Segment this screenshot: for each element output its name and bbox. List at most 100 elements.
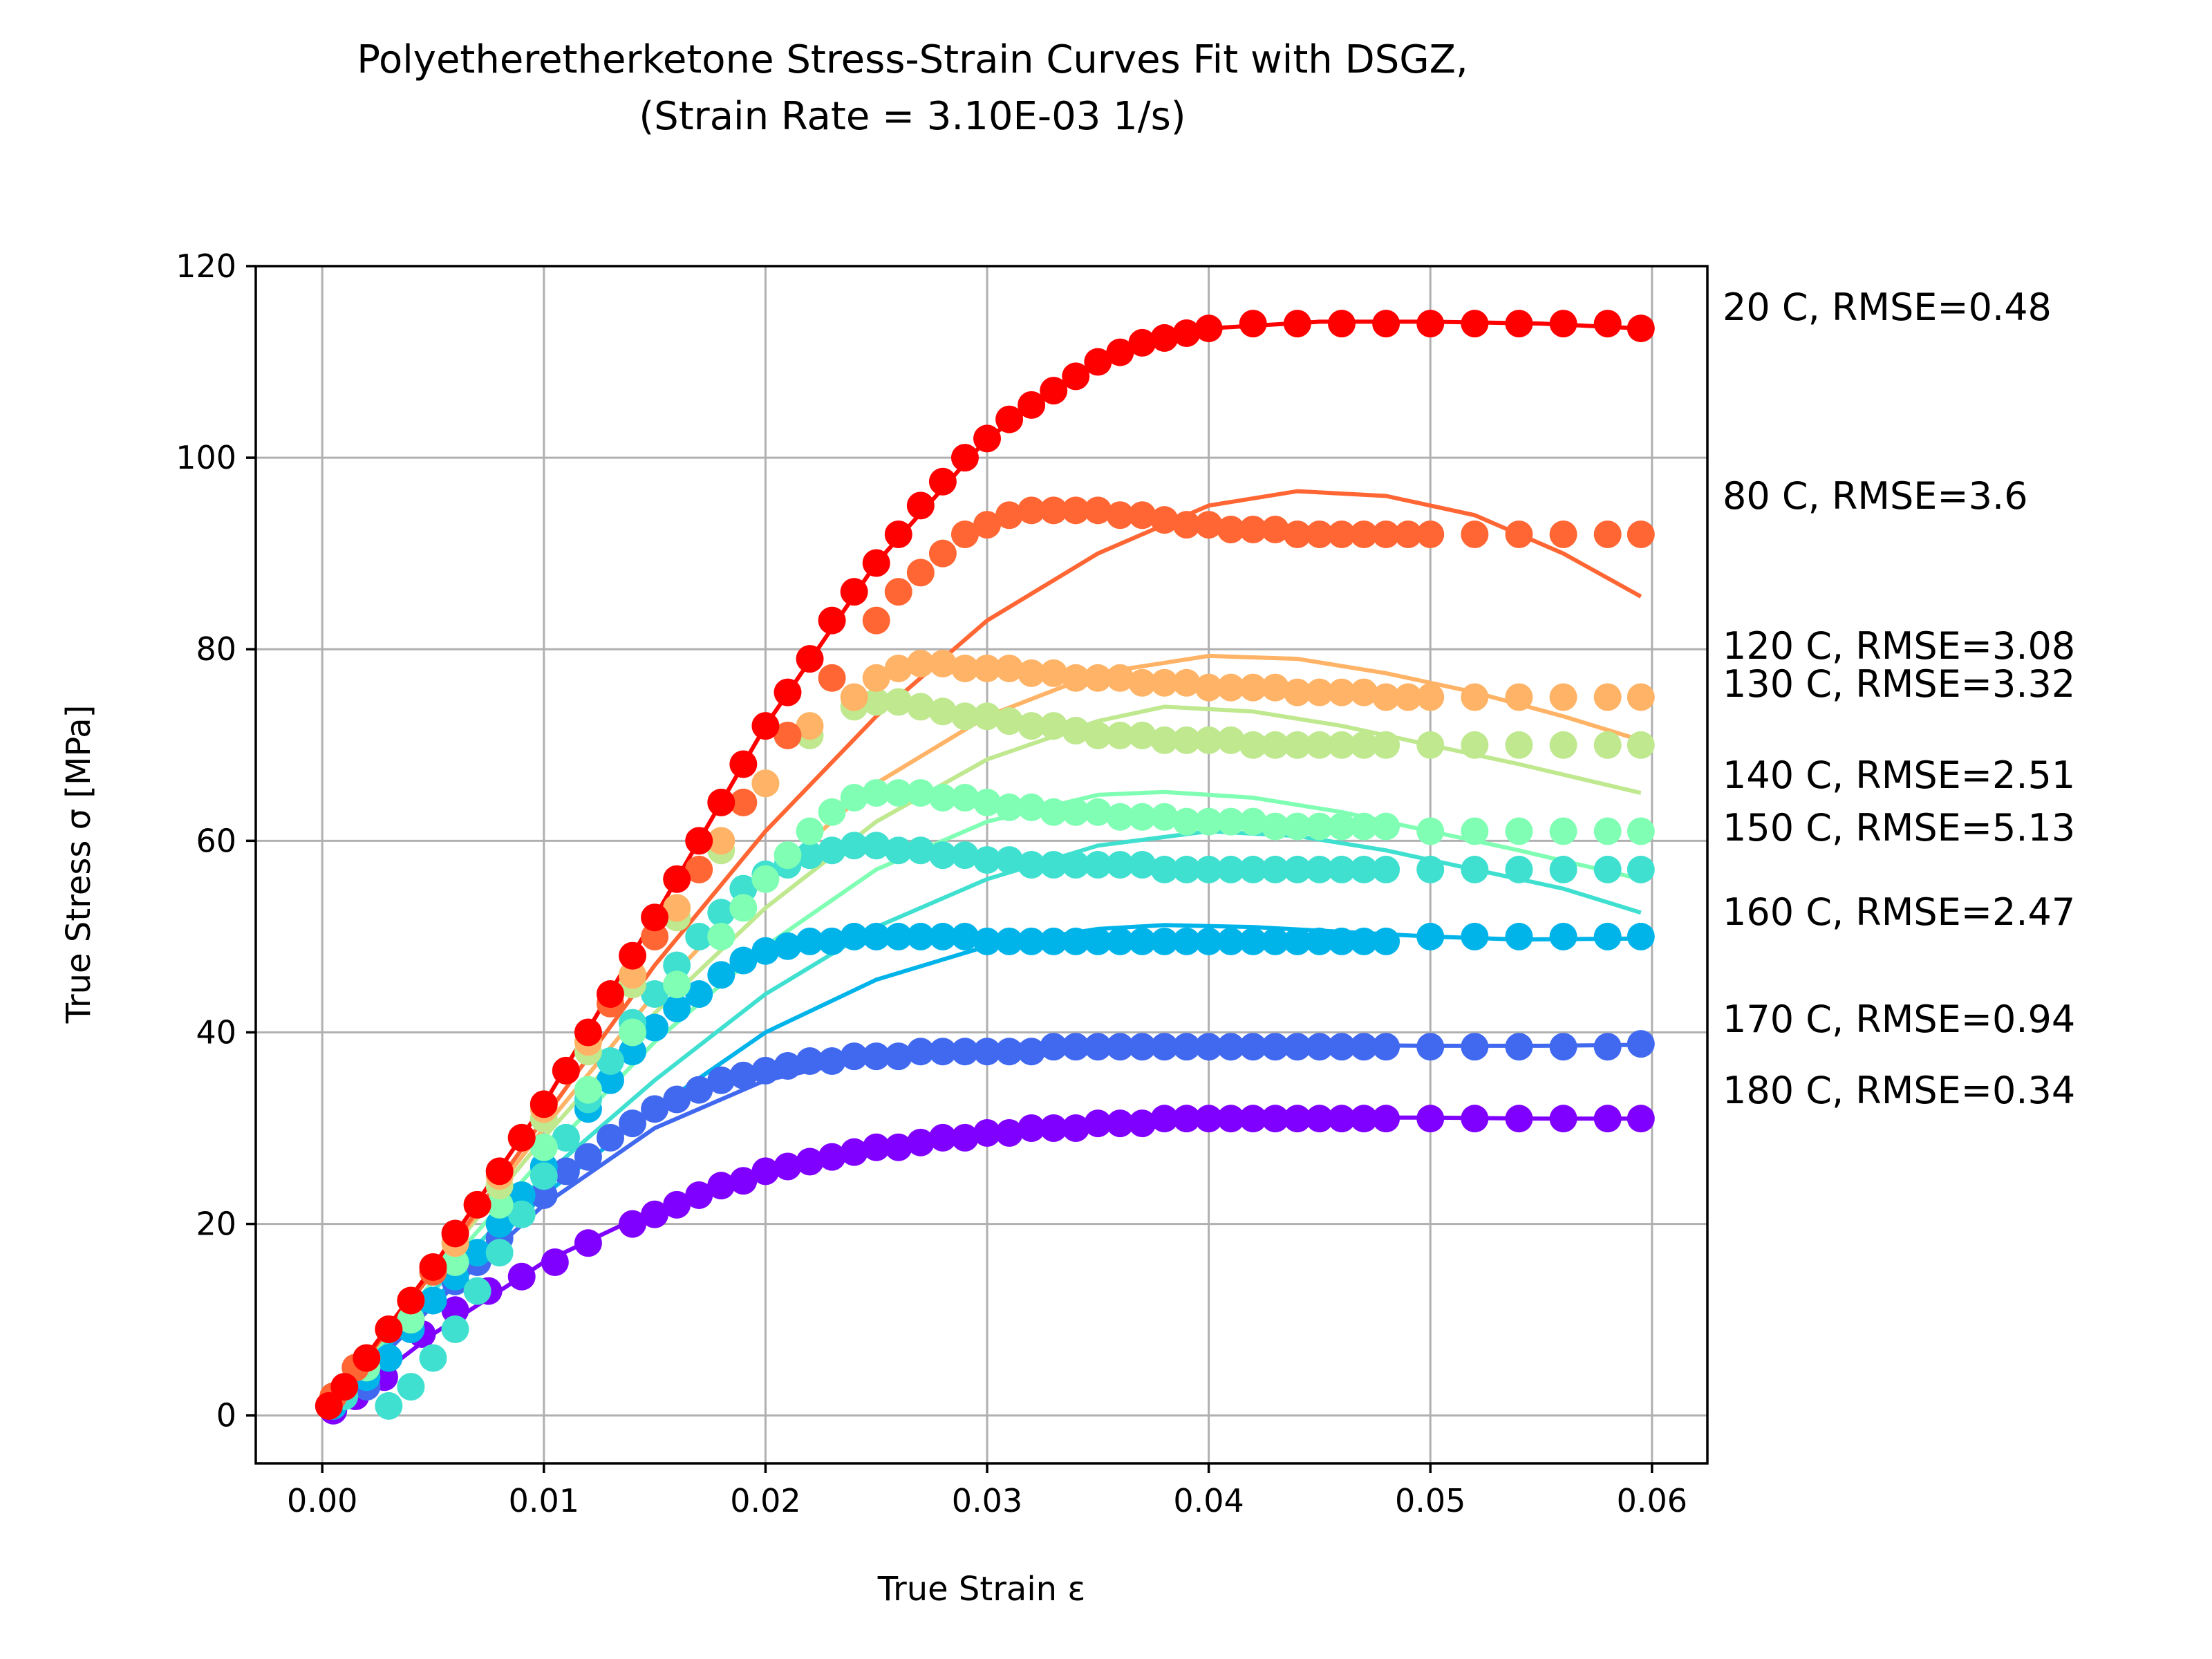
data-point bbox=[1394, 520, 1423, 548]
data-point bbox=[1461, 922, 1489, 950]
data-point bbox=[840, 922, 868, 950]
data-point bbox=[751, 712, 780, 740]
data-point bbox=[1350, 855, 1378, 883]
data-point bbox=[707, 1066, 735, 1094]
data-point bbox=[1327, 1033, 1356, 1061]
data-point bbox=[796, 841, 824, 870]
data-point bbox=[1172, 726, 1201, 754]
data-point bbox=[1040, 712, 1068, 740]
data-point bbox=[840, 1138, 868, 1166]
data-point bbox=[995, 654, 1024, 682]
data-point bbox=[441, 1248, 469, 1277]
chart-title: Polyetheretherketone Stress-Strain Curve… bbox=[357, 37, 1468, 82]
data-point bbox=[906, 779, 935, 807]
data-point bbox=[1128, 721, 1156, 749]
y-tick-label: 120 bbox=[176, 247, 236, 285]
data-point bbox=[1350, 731, 1378, 759]
data-point bbox=[619, 941, 647, 970]
data-point bbox=[1627, 1105, 1655, 1133]
data-point bbox=[729, 1167, 758, 1195]
data-point bbox=[1350, 1105, 1378, 1133]
data-point bbox=[1172, 1033, 1201, 1061]
data-point bbox=[1549, 817, 1577, 845]
data-point bbox=[463, 1239, 491, 1267]
data-point bbox=[1372, 927, 1400, 955]
data-point bbox=[1350, 520, 1378, 548]
data-point bbox=[641, 980, 669, 1009]
data-point bbox=[707, 899, 735, 927]
data-point bbox=[1150, 1105, 1179, 1133]
data-point bbox=[419, 1253, 447, 1281]
data-point bbox=[463, 1190, 491, 1219]
data-point bbox=[1261, 1033, 1289, 1061]
data-point bbox=[1327, 1105, 1356, 1133]
x-tick-label: 0.05 bbox=[1395, 1482, 1465, 1519]
data-point bbox=[1627, 1030, 1655, 1058]
series-labels: 20 C, RMSE=0.48 80 C, RMSE=3.6 120 C, RMSE… bbox=[1723, 285, 2075, 1112]
data-point bbox=[1150, 668, 1179, 697]
data-point bbox=[1040, 1114, 1068, 1143]
data-point bbox=[950, 444, 979, 472]
data-point bbox=[596, 1066, 624, 1094]
y-tick-label: 100 bbox=[176, 439, 236, 476]
data-point bbox=[751, 865, 780, 893]
data-point bbox=[1084, 798, 1112, 826]
data-point bbox=[397, 1373, 425, 1401]
data-point bbox=[1505, 817, 1533, 845]
data-point bbox=[1505, 731, 1533, 759]
series-label: 160 C, RMSE=2.47 bbox=[1723, 890, 2075, 934]
data-point bbox=[685, 922, 713, 950]
data-point bbox=[685, 1181, 713, 1210]
data-point bbox=[707, 788, 735, 816]
data-point bbox=[441, 1315, 469, 1344]
data-point bbox=[774, 1051, 802, 1080]
data-point bbox=[884, 654, 912, 682]
data-point bbox=[862, 606, 890, 635]
x-axis-label: True Strain ε bbox=[877, 1570, 1086, 1609]
data-point bbox=[1327, 310, 1356, 338]
data-point bbox=[1018, 851, 1046, 879]
data-point bbox=[441, 1296, 469, 1324]
data-point bbox=[884, 779, 912, 807]
data-point bbox=[1305, 520, 1333, 548]
data-point bbox=[1217, 1105, 1245, 1133]
data-point bbox=[441, 1219, 469, 1248]
data-point bbox=[906, 836, 935, 865]
data-point bbox=[1627, 855, 1655, 883]
data-point bbox=[1018, 712, 1046, 740]
data-point bbox=[1150, 506, 1179, 534]
data-point bbox=[1062, 362, 1090, 391]
data-point bbox=[1128, 668, 1156, 697]
data-point bbox=[995, 707, 1024, 735]
data-point bbox=[906, 693, 935, 721]
data-point bbox=[375, 1315, 403, 1344]
data-point bbox=[1062, 1033, 1090, 1061]
data-point bbox=[950, 1123, 979, 1152]
data-point bbox=[596, 980, 624, 1009]
data-point bbox=[906, 1128, 935, 1156]
data-point bbox=[1018, 496, 1046, 525]
data-point bbox=[862, 1133, 890, 1161]
data-point bbox=[1128, 1033, 1156, 1061]
data-point bbox=[1062, 1114, 1090, 1143]
data-point bbox=[1128, 851, 1156, 879]
data-point bbox=[1194, 1033, 1223, 1061]
data-point bbox=[1150, 1033, 1179, 1061]
data-point bbox=[862, 664, 890, 692]
data-point bbox=[1416, 731, 1445, 759]
data-point bbox=[906, 650, 935, 678]
fit-curve bbox=[331, 704, 1642, 1403]
data-point bbox=[884, 578, 912, 606]
data-point bbox=[1627, 922, 1655, 950]
data-point bbox=[596, 1047, 624, 1076]
data-point bbox=[1461, 855, 1489, 883]
data-point bbox=[995, 1038, 1024, 1066]
data-point bbox=[1505, 1105, 1533, 1133]
data-point bbox=[995, 793, 1024, 821]
data-point bbox=[1150, 324, 1179, 352]
data-point bbox=[574, 1018, 602, 1047]
data-point bbox=[663, 971, 691, 999]
data-point bbox=[729, 894, 758, 922]
series-label: 120 C, RMSE=3.08 bbox=[1723, 624, 2075, 668]
data-point bbox=[1172, 927, 1201, 955]
